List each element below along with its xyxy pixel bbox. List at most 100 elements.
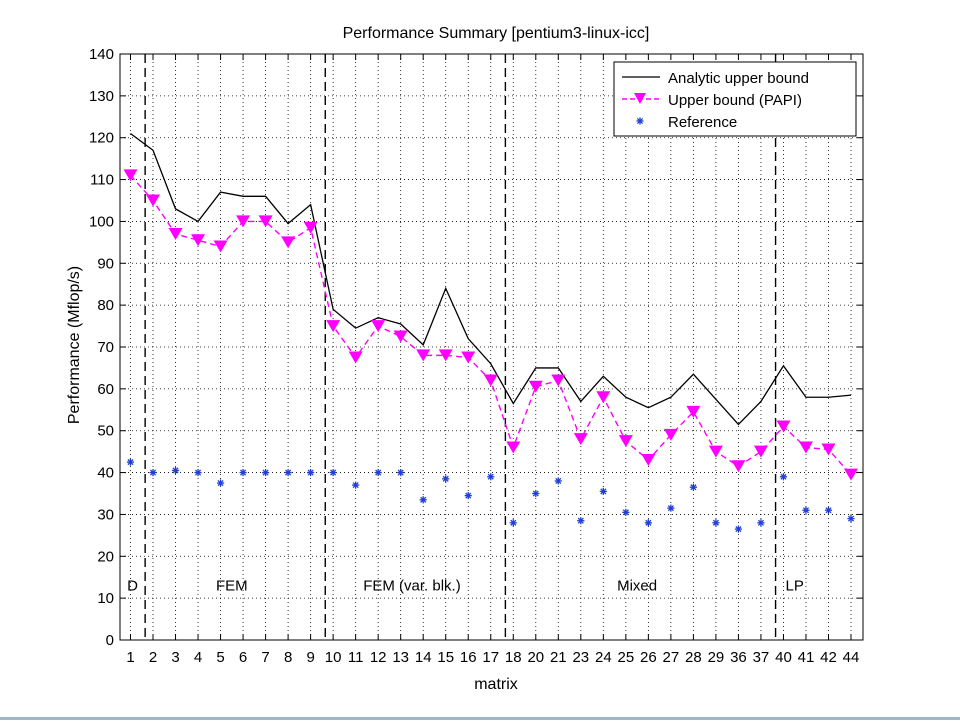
star-stroke	[487, 473, 494, 480]
y-tick-label: 40	[97, 465, 114, 482]
x-tick-label: 5	[216, 649, 224, 666]
star-stroke	[780, 473, 787, 480]
star-stroke	[442, 475, 449, 482]
reference-point	[419, 496, 427, 504]
reference-point	[734, 525, 743, 533]
y-axis-label: Performance (Mflop/s)	[66, 266, 83, 424]
papi-point	[776, 420, 791, 433]
bottom-strip	[0, 717, 960, 720]
papi-point	[641, 454, 656, 467]
chart-title: Performance Summary [pentium3-linux-icc]	[343, 25, 650, 42]
star-stroke	[667, 505, 674, 512]
reference-point	[689, 483, 697, 491]
reference-point	[329, 468, 337, 477]
x-tick-label: 40	[775, 649, 792, 666]
y-tick-label: 100	[89, 213, 114, 230]
star-stroke	[307, 469, 314, 476]
papi-point	[213, 240, 228, 253]
x-tick-label: 6	[239, 649, 247, 666]
papi-point	[258, 215, 273, 228]
reference-point	[307, 468, 315, 477]
star-stroke	[262, 469, 269, 476]
star-stroke	[645, 519, 652, 526]
legend: Analytic upper bound Upper bound (PAPI) …	[613, 61, 857, 137]
star-stroke	[555, 477, 562, 484]
papi-point	[708, 445, 723, 458]
y-tick-label: 30	[97, 506, 114, 523]
star-stroke	[149, 469, 157, 476]
x-axis-label: matrix	[474, 676, 518, 693]
x-tick-label: 10	[325, 649, 342, 666]
star-stroke	[285, 469, 292, 476]
group-label: FEM (var. blk.)	[363, 578, 461, 595]
papi-point	[483, 374, 498, 387]
papi-point	[191, 234, 206, 247]
x-tick-label: 28	[685, 649, 702, 666]
x-tick-label: 42	[820, 649, 837, 666]
reference-point	[532, 489, 540, 498]
papi-point	[551, 374, 566, 387]
y-tick-label: 10	[97, 590, 114, 607]
x-tick-label: 37	[753, 649, 770, 666]
reference-point	[194, 468, 202, 477]
y-tick-label: 140	[89, 46, 114, 63]
reference-point	[824, 506, 833, 514]
papi-point	[753, 445, 768, 458]
star-stroke	[757, 519, 764, 526]
x-tick-label: 23	[572, 649, 589, 666]
reference-point	[757, 519, 765, 527]
plot-frame	[119, 53, 864, 641]
papi-point	[326, 320, 341, 333]
reference-point	[261, 468, 270, 477]
group-label: FEM	[216, 578, 248, 595]
reference-point	[599, 487, 607, 496]
papi-point	[596, 391, 611, 404]
reference-point	[644, 519, 652, 527]
reference-point	[284, 468, 292, 477]
star-stroke	[622, 509, 629, 516]
star-stroke	[600, 488, 607, 495]
reference-point	[239, 468, 247, 477]
papi-point	[686, 405, 701, 418]
x-tick-label: 13	[392, 649, 409, 666]
y-tick-label: 130	[89, 88, 114, 105]
x-tick-label: 16	[460, 649, 477, 666]
x-tick-label: 11	[348, 649, 364, 666]
y-tick-label: 70	[97, 339, 114, 356]
reference-point	[149, 468, 157, 477]
papi-point	[461, 351, 476, 364]
star-stroke	[802, 507, 810, 514]
star-stroke	[352, 482, 359, 489]
legend-star-marker	[636, 117, 644, 125]
x-tick-label: 9	[306, 649, 314, 666]
legend-label-reference: Reference	[668, 114, 737, 131]
reference-point	[802, 506, 810, 514]
papi-point	[438, 349, 453, 362]
papi-point	[371, 320, 386, 333]
reference-point	[397, 468, 405, 477]
x-tick-label: 44	[843, 649, 860, 666]
reference-point	[464, 491, 472, 500]
x-tick-label: 2	[149, 649, 157, 666]
star-stroke	[330, 469, 337, 476]
reference-point	[712, 519, 720, 527]
reference-point	[352, 481, 360, 489]
star-stroke	[465, 492, 472, 499]
reference-point	[171, 466, 180, 475]
star-stroke	[375, 469, 382, 476]
y-tick-label: 50	[97, 423, 114, 440]
reference-point	[667, 504, 675, 512]
star-stroke	[127, 459, 134, 466]
star-stroke	[240, 469, 247, 476]
star-stroke	[532, 490, 539, 497]
reference-point	[374, 468, 382, 477]
y-tick-label: 20	[97, 548, 114, 565]
legend-label-analytic: Analytic upper bound	[668, 70, 809, 87]
y-tick-label: 110	[90, 172, 114, 189]
reference-point	[216, 479, 225, 487]
reference-point	[847, 515, 855, 523]
group-label: LP	[786, 578, 804, 595]
star-stroke	[735, 526, 742, 533]
papi-point	[146, 194, 161, 207]
